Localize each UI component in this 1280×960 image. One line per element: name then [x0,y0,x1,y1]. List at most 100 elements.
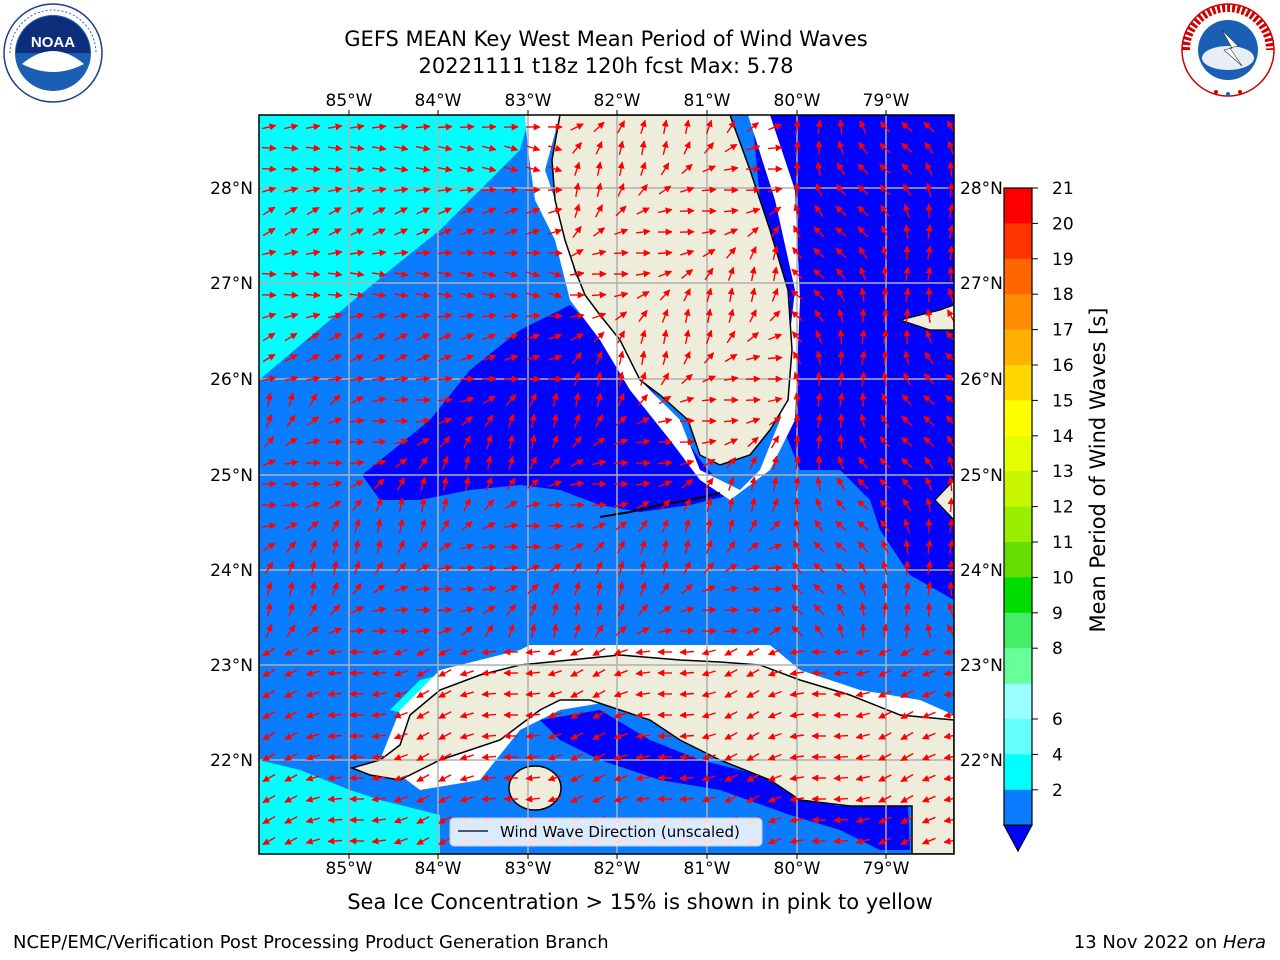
wind-arrow [284,774,298,782]
wind-arrow [353,518,361,533]
wind-arrow [659,289,671,301]
wind-arrow [636,627,650,635]
wind-arrow [551,392,559,407]
wind-arrow [836,583,846,595]
wind-arrow [264,561,274,575]
wind-arrow [789,732,805,740]
wind-arrow [947,287,954,302]
wind-arrow [681,163,693,175]
wind-arrow [393,375,409,383]
wind-arrow [925,539,933,554]
wind-arrow [879,457,891,469]
wind-arrow [460,543,475,551]
wind-arrow [793,497,801,513]
wind-arrow [419,476,427,491]
wind-arrow [460,396,475,404]
wind-arrow [353,560,361,575]
wind-arrow [683,351,691,365]
wind-arrow [815,413,823,429]
wind-arrow [327,249,343,257]
wind-arrow [504,291,519,299]
wind-arrow [746,773,760,783]
wind-arrow [551,623,559,639]
wind-arrow [439,436,451,448]
wind-arrow [837,350,845,366]
wind-arrow [305,837,320,845]
wind-arrow [594,414,604,428]
wind-arrow [745,606,761,614]
wind-arrow [857,478,869,490]
wind-arrow [727,518,735,533]
wind-arrow [393,270,409,278]
wind-arrow [525,312,541,320]
wind-arrow [507,623,515,638]
wind-arrow [527,583,539,595]
wind-arrow [284,522,299,530]
wind-arrow [481,585,497,593]
wind-arrow [525,186,541,194]
wind-arrow [813,604,825,616]
wind-arrow [635,270,651,278]
wind-arrow [943,837,954,845]
wind-arrow [613,459,629,467]
wind-arrow [328,354,342,362]
wind-arrow [305,165,321,173]
wind-arrow [371,795,386,803]
wind-arrow [837,308,845,323]
wind-arrow [463,498,471,512]
wind-arrow [309,603,317,617]
wind-arrow [746,752,760,762]
wind-arrow [746,647,760,657]
wind-arrow [900,731,914,741]
wind-arrow [373,478,385,490]
wind-arrow [902,393,912,406]
wind-arrow [789,648,805,656]
wind-arrow [283,249,299,257]
wind-arrow [438,228,453,236]
wind-arrow [572,225,582,239]
wind-arrow [791,331,803,343]
wind-arrow [393,249,409,257]
wind-arrow [924,141,934,155]
wind-arrow [903,602,911,618]
wind-arrow [262,206,276,216]
wind-arrow [437,123,453,131]
wind-arrow [393,690,408,698]
wind-arrow [947,560,954,576]
wind-arrow [415,291,431,299]
wind-arrow [349,186,365,194]
wind-arrow [393,753,408,761]
wind-arrow [349,165,365,173]
wind-arrow [614,311,628,321]
wind-arrow [481,690,497,698]
ocean-period-4-6-northwest [259,115,530,380]
wind-arrow [327,837,343,845]
wind-arrow [657,417,673,425]
lat-tick-label-right: 22°N [960,751,1003,771]
wind-arrow [285,541,297,553]
wind-arrow [393,396,409,404]
wind-arrow [793,392,801,408]
wind-arrow [679,774,695,782]
producer-credit: NCEP/EMC/Verification Post Processing Pr… [13,932,609,953]
wind-arrow [881,623,889,639]
wind-arrow [547,732,562,740]
wind-arrow [855,795,870,803]
wind-arrow [438,186,453,194]
wind-arrow [592,794,606,804]
wind-arrow [813,289,825,301]
wind-arrow [726,330,736,344]
wind-arrow [416,710,430,720]
wind-arrow [771,476,779,492]
wind-arrow [328,417,343,425]
wind-arrow [416,228,431,236]
wind-arrow [527,479,540,489]
wind-arrow [595,581,603,597]
wind-arrow [815,329,823,344]
wind-arrow [417,541,429,553]
colorbar-tick-label: 8 [1052,639,1063,659]
wind-arrow [349,249,365,257]
wind-arrow [923,436,935,448]
wind-arrow [595,371,603,387]
wind-arrow [879,478,891,490]
